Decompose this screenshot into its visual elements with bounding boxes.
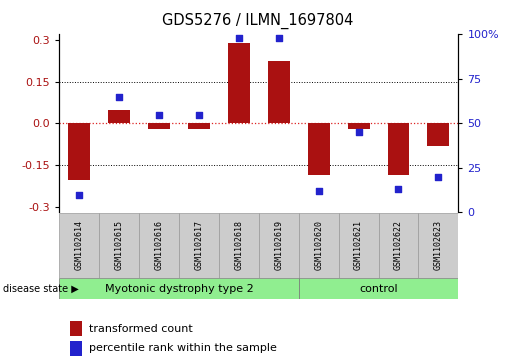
Text: GSM1102614: GSM1102614	[75, 220, 83, 270]
Bar	[268, 61, 290, 123]
Point	[195, 112, 203, 118]
Bar	[228, 43, 250, 123]
Bar	[427, 123, 450, 146]
Bar	[68, 123, 90, 180]
Bar	[348, 123, 370, 129]
Bar	[108, 110, 130, 123]
Bar	[299, 213, 339, 278]
Text: transformed count: transformed count	[89, 323, 192, 334]
Bar	[259, 213, 299, 278]
Bar	[418, 213, 458, 278]
Point	[155, 112, 163, 118]
Point	[315, 188, 323, 194]
Point	[394, 186, 403, 192]
Text: GSM1102622: GSM1102622	[394, 220, 403, 270]
Bar	[379, 213, 418, 278]
Point	[75, 192, 83, 197]
Point	[354, 130, 363, 135]
Bar	[387, 123, 409, 175]
Text: GDS5276 / ILMN_1697804: GDS5276 / ILMN_1697804	[162, 13, 353, 29]
Text: GSM1102618: GSM1102618	[234, 220, 243, 270]
Text: GSM1102623: GSM1102623	[434, 220, 443, 270]
Bar	[59, 213, 99, 278]
Bar	[148, 123, 170, 129]
Text: Myotonic dystrophy type 2: Myotonic dystrophy type 2	[105, 284, 253, 294]
Point	[434, 174, 442, 180]
Bar	[59, 278, 299, 299]
Text: percentile rank within the sample: percentile rank within the sample	[89, 343, 277, 354]
Point	[115, 94, 123, 100]
Text: control: control	[359, 284, 398, 294]
Text: disease state ▶: disease state ▶	[3, 284, 78, 294]
Text: GSM1102616: GSM1102616	[154, 220, 163, 270]
Bar	[219, 213, 259, 278]
Text: GSM1102617: GSM1102617	[195, 220, 203, 270]
Bar	[339, 213, 379, 278]
Text: GSM1102621: GSM1102621	[354, 220, 363, 270]
Point	[235, 35, 243, 41]
Text: GSM1102619: GSM1102619	[274, 220, 283, 270]
Bar	[99, 213, 139, 278]
Point	[274, 35, 283, 41]
Bar	[139, 213, 179, 278]
Bar	[307, 123, 330, 175]
Text: GSM1102615: GSM1102615	[115, 220, 124, 270]
Bar	[179, 213, 219, 278]
Text: GSM1102620: GSM1102620	[314, 220, 323, 270]
Bar	[299, 278, 458, 299]
Bar	[188, 123, 210, 129]
